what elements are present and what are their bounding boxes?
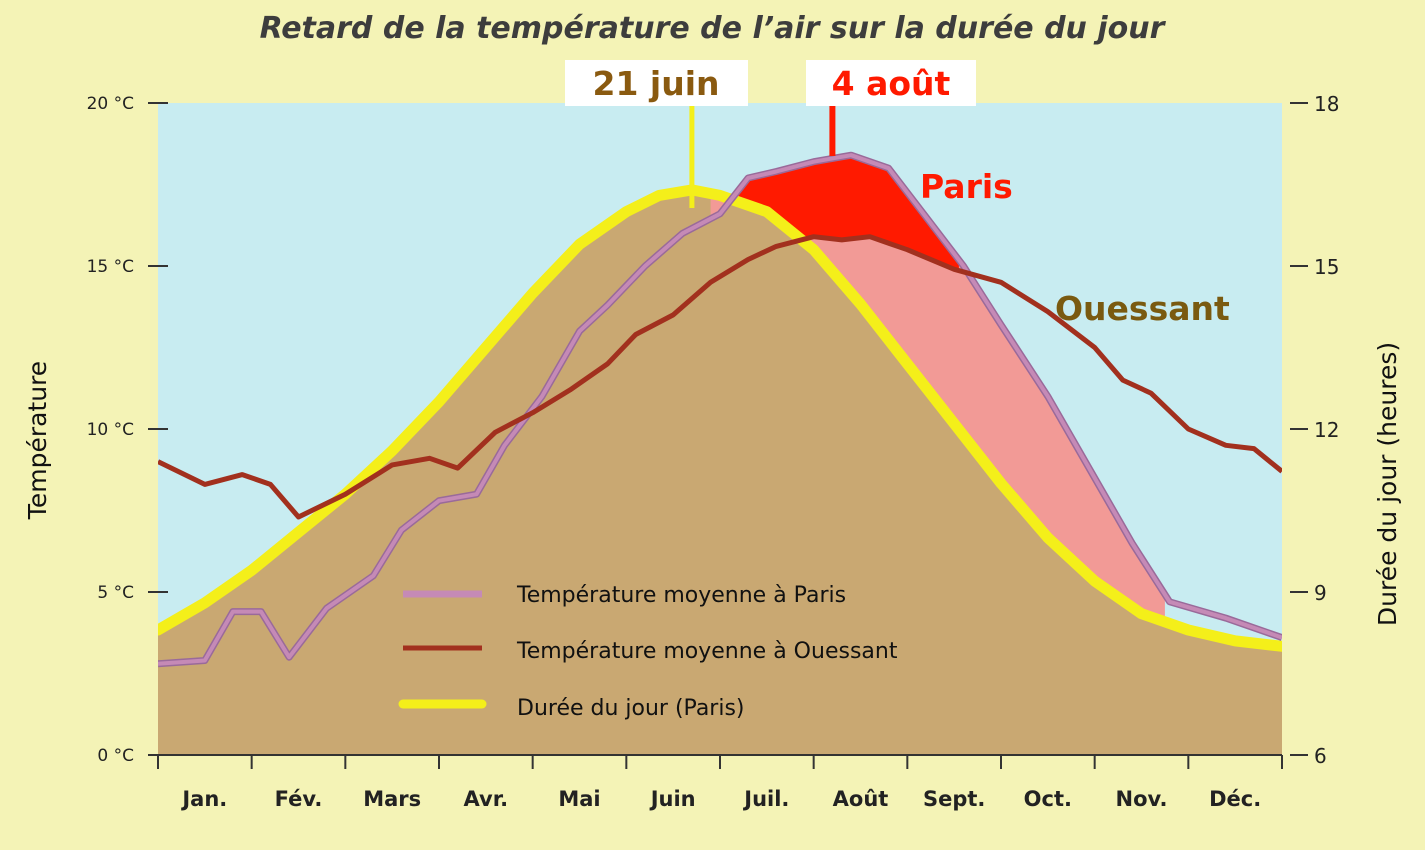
month-label: Avr. bbox=[464, 787, 509, 811]
legend-label-ouessant: Température moyenne à Ouessant bbox=[516, 639, 898, 664]
right-tick-label: 12 bbox=[1314, 418, 1339, 442]
paris-annotation: Paris bbox=[920, 167, 1013, 206]
daylight-area bbox=[158, 189, 1282, 755]
month-label: Déc. bbox=[1209, 787, 1261, 811]
paris-lag-area bbox=[710, 155, 1165, 622]
annotation-21-juin: 21 juin bbox=[565, 60, 748, 208]
left-axis-title: Température bbox=[23, 361, 52, 520]
annotation-4-aout: 4 août bbox=[806, 60, 976, 156]
aout-label-box bbox=[806, 60, 976, 106]
juin-label: 21 juin bbox=[592, 64, 719, 103]
month-label: Jan. bbox=[180, 787, 227, 811]
legend-label-daylight: Durée du jour (Paris) bbox=[517, 696, 745, 721]
left-tick-label: 20 °C bbox=[87, 94, 134, 114]
month-label: Juin bbox=[649, 787, 696, 811]
month-label: Août bbox=[833, 787, 889, 811]
paris-peak-area bbox=[734, 155, 959, 271]
left-tick-label: 0 °C bbox=[97, 746, 134, 766]
chart-title: Retard de la température de l’air sur la… bbox=[260, 11, 1167, 46]
left-axis-ticks: 0 °C 5 °C 10 °C 15 °C 20 °C bbox=[87, 94, 168, 766]
juin-label-box bbox=[565, 60, 748, 106]
month-label: Nov. bbox=[1116, 787, 1168, 811]
legend-label-paris: Température moyenne à Paris bbox=[516, 583, 846, 608]
right-tick-label: 18 bbox=[1314, 92, 1339, 116]
right-tick-label: 9 bbox=[1314, 581, 1327, 605]
month-label: Mai bbox=[558, 787, 600, 811]
ouessant-annotation: Ouessant bbox=[1055, 289, 1230, 328]
month-label: Mars bbox=[363, 787, 421, 811]
month-label: Juil. bbox=[742, 787, 789, 811]
ouessant-line bbox=[158, 234, 1282, 520]
right-axis-title: Durée du jour (heures) bbox=[1373, 342, 1402, 626]
right-axis-ticks: 6 9 12 15 18 bbox=[1290, 92, 1339, 768]
right-tick-label: 6 bbox=[1314, 744, 1327, 768]
x-ticks: Jan. Fév. Mars Avr. Mai Juin Juil. Août Sept. Oct… bbox=[157, 755, 1283, 811]
month-label: Oct. bbox=[1024, 787, 1072, 811]
legend: Température moyenne à Paris Température … bbox=[398, 583, 898, 721]
left-tick-label: 5 °C bbox=[97, 583, 134, 603]
aout-label: 4 août bbox=[832, 64, 951, 103]
right-tick-label: 15 bbox=[1314, 255, 1339, 279]
month-label: Sept. bbox=[923, 787, 985, 811]
paris-line bbox=[158, 153, 1282, 666]
month-label: Fév. bbox=[275, 787, 323, 811]
left-tick-label: 10 °C bbox=[87, 420, 134, 440]
left-tick-label: 15 °C bbox=[87, 257, 134, 277]
